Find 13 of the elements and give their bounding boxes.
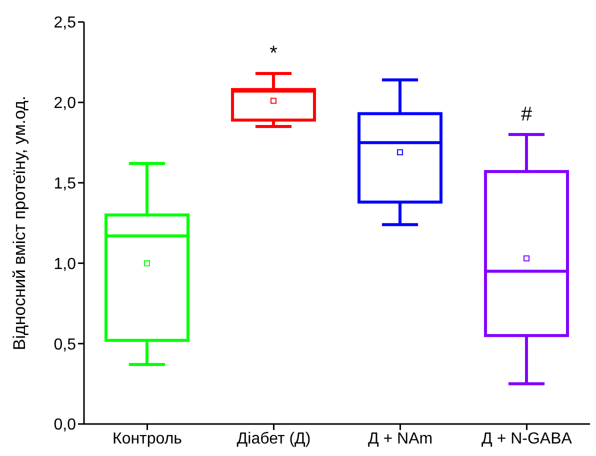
y-tick-label: 1,0 [54,256,76,273]
text: * [270,42,278,64]
y-axis-title: Відносний вміст протеїну, ум.од. [10,96,30,350]
x-tick-label: Контроль [112,430,182,448]
y-tick-label: 1,5 [54,175,76,192]
text: # [520,104,532,126]
y-tick-label: 2,0 [54,95,76,112]
x-tick-label: Д + N-GABA [482,430,572,448]
x-tick-label: Д + NAm [368,430,433,448]
y-tick-label: 0,5 [54,336,76,354]
x-tick-label: Діабет (Д) [236,430,311,448]
y-tick-label: 0,0 [54,416,76,434]
y-tick-label: 2,5 [54,14,76,32]
